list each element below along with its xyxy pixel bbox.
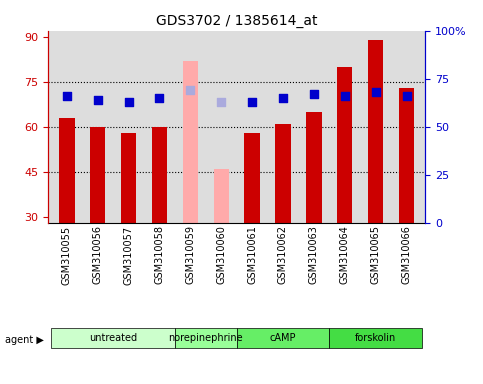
Point: [310, 91, 318, 97]
Bar: [244, 133, 260, 223]
Bar: [121, 133, 136, 223]
Bar: [337, 67, 353, 223]
Point: [94, 97, 101, 103]
Bar: [152, 127, 167, 223]
Text: cAMP: cAMP: [270, 333, 296, 343]
Point: [248, 99, 256, 105]
Bar: [306, 112, 322, 223]
Bar: [275, 124, 291, 223]
Text: forskolin: forskolin: [355, 333, 396, 343]
Text: norepinephrine: norepinephrine: [169, 333, 243, 343]
Bar: [399, 88, 414, 223]
Point: [403, 93, 411, 99]
Text: agent ▶: agent ▶: [5, 335, 43, 345]
Bar: [59, 118, 74, 223]
Point: [125, 99, 132, 105]
Point: [372, 89, 380, 95]
Point: [279, 95, 287, 101]
FancyBboxPatch shape: [237, 328, 329, 348]
Bar: [90, 127, 105, 223]
FancyBboxPatch shape: [175, 328, 237, 348]
Point: [341, 93, 349, 99]
Bar: [368, 40, 384, 223]
Text: untreated: untreated: [89, 333, 137, 343]
FancyBboxPatch shape: [51, 328, 175, 348]
Bar: [213, 169, 229, 223]
Point: [156, 95, 163, 101]
Point: [217, 99, 225, 105]
FancyBboxPatch shape: [329, 328, 422, 348]
Title: GDS3702 / 1385614_at: GDS3702 / 1385614_at: [156, 14, 317, 28]
Bar: [183, 61, 198, 223]
Point: [63, 93, 71, 99]
Point: [186, 87, 194, 93]
